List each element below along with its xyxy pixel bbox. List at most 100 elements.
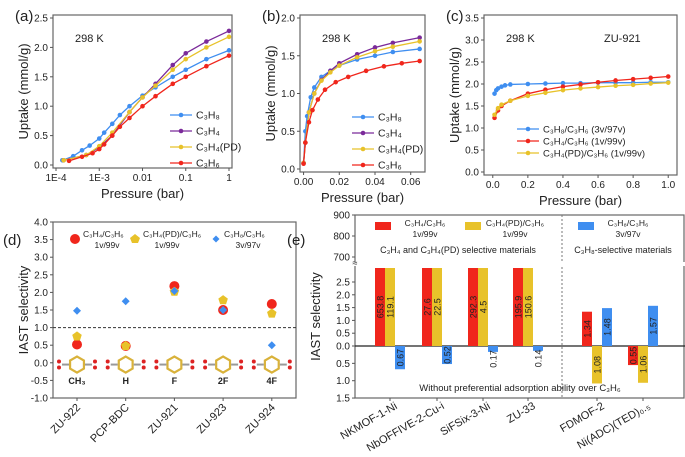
y-axis-label: Uptake (mmol/g) — [263, 45, 278, 141]
series-line — [302, 60, 420, 164]
data-point — [170, 74, 176, 80]
legend-ratio: 1v/99v — [154, 240, 180, 250]
oxygen-atom — [105, 359, 110, 364]
y-tick-label: 0.5 — [281, 127, 295, 138]
bar-value-label: 1.34 — [583, 320, 593, 338]
y-tick-label: 2.0 — [34, 288, 48, 299]
legend-label: C₃H₈ — [196, 110, 220, 122]
x-tick-label: 0.00 — [294, 177, 314, 188]
y-tick-label: 0.0 — [336, 342, 350, 353]
data-point — [543, 90, 548, 96]
y-tick-label: -0.5 — [31, 376, 49, 387]
bar — [628, 346, 638, 366]
legend-label: C₃H₄(PD) — [378, 144, 423, 156]
data-point — [120, 340, 131, 350]
data-point — [153, 83, 158, 88]
legend-label: C₃H₄/C₃H₆ — [405, 218, 446, 228]
substituent-label: 4F — [267, 376, 278, 386]
data-point — [170, 62, 176, 68]
data-point — [140, 95, 145, 100]
x-tick-label: NbOFFIVE-2-Cu-i — [365, 400, 447, 454]
oxygen-atom — [251, 365, 256, 370]
x-tick-label: ZU-924 — [243, 402, 277, 436]
data-point — [319, 78, 324, 83]
substituent-label: CH₃ — [68, 376, 85, 386]
bar-value-label: 1.08 — [593, 356, 603, 374]
data-point — [499, 84, 504, 89]
y-tick-label: 2.0 — [34, 43, 48, 54]
data-point — [226, 48, 232, 53]
x-tick-label: PCP-BDC — [88, 402, 132, 446]
data-point — [665, 80, 671, 85]
data-point — [613, 78, 618, 83]
y-tick-label: 2.5 — [34, 14, 48, 25]
data-point — [117, 124, 123, 130]
y-tick-label: 0.5 — [336, 329, 350, 340]
bar-value-label: 119.1 — [386, 296, 396, 318]
bar — [533, 346, 543, 351]
data-point — [499, 102, 504, 107]
y-tick-label: 800 — [333, 232, 350, 243]
bar — [395, 346, 405, 370]
oxygen-atom — [239, 359, 244, 364]
x-tick-label: 0.02 — [330, 177, 350, 188]
data-point — [303, 140, 308, 145]
plot-frame — [483, 14, 678, 176]
data-point — [117, 112, 123, 118]
data-point — [306, 110, 312, 115]
y-tick-label: 3.5 — [34, 235, 48, 246]
x-tick-label: 0.4 — [556, 180, 570, 191]
legend-ratio: 1v/99v — [502, 229, 528, 239]
group-label: C₃H₄ and C₃H₄(PD) selective materials — [380, 245, 536, 255]
legend-label: C₃H₄(PD) — [196, 142, 241, 154]
x-tick-label: 1.0 — [661, 180, 675, 191]
data-point — [101, 130, 107, 135]
oxygen-atom — [141, 359, 146, 364]
legend-ratio: 3v/97v — [235, 240, 261, 250]
data-point — [153, 93, 158, 99]
y-tick-label: 2.5 — [336, 278, 350, 289]
y-tick-label: 4.0 — [34, 218, 48, 229]
bar-value-label: 0.55 — [629, 347, 639, 365]
legend-label: C₃H₈/C₃H₆ — [608, 218, 649, 228]
x-tick-label: 0.2 — [521, 180, 535, 191]
linker-molecule-icon — [203, 355, 244, 374]
data-point — [306, 119, 312, 125]
y-tick-label: 1.0 — [465, 124, 479, 135]
oxygen-atom — [93, 365, 97, 370]
y-tick-label: 0.5 — [336, 359, 350, 370]
material-annotation: ZU-921 — [604, 33, 641, 45]
data-point — [630, 76, 636, 82]
x-tick-label: 0.6 — [591, 180, 605, 191]
bar-value-label: 0.17 — [489, 350, 499, 368]
y-tick-label: 1.0 — [34, 102, 48, 113]
legend-label: C₃H₄ — [378, 128, 402, 140]
y-tick-label: 0.0 — [281, 165, 295, 176]
benzene-ring — [215, 355, 232, 374]
data-point — [665, 74, 671, 79]
y-tick-label: 0.0 — [34, 358, 48, 369]
data-point — [72, 339, 82, 350]
data-point — [127, 115, 132, 121]
group-label: C₃H₈-selective materials — [574, 245, 672, 255]
linker-molecule-icon — [105, 355, 146, 374]
data-point — [183, 67, 189, 73]
x-tick-label: 0.04 — [365, 177, 385, 188]
x-tick-label: 0.0 — [486, 180, 500, 191]
oxygen-atom — [93, 359, 97, 364]
bar-value-label: 0.14 — [534, 350, 544, 368]
data-point — [308, 94, 314, 100]
legend-label: C₃H₈/C₃H₆ — [224, 229, 265, 239]
bar — [638, 346, 648, 383]
data-point — [502, 83, 508, 88]
data-point — [311, 91, 317, 96]
bar-value-label: 1.57 — [649, 317, 659, 335]
data-point — [560, 84, 566, 89]
data-point — [87, 143, 92, 148]
y-tick-label: 1.5 — [336, 394, 350, 405]
data-point — [328, 70, 333, 75]
data-point — [390, 44, 396, 49]
data-point — [204, 45, 209, 50]
data-point — [267, 341, 276, 350]
